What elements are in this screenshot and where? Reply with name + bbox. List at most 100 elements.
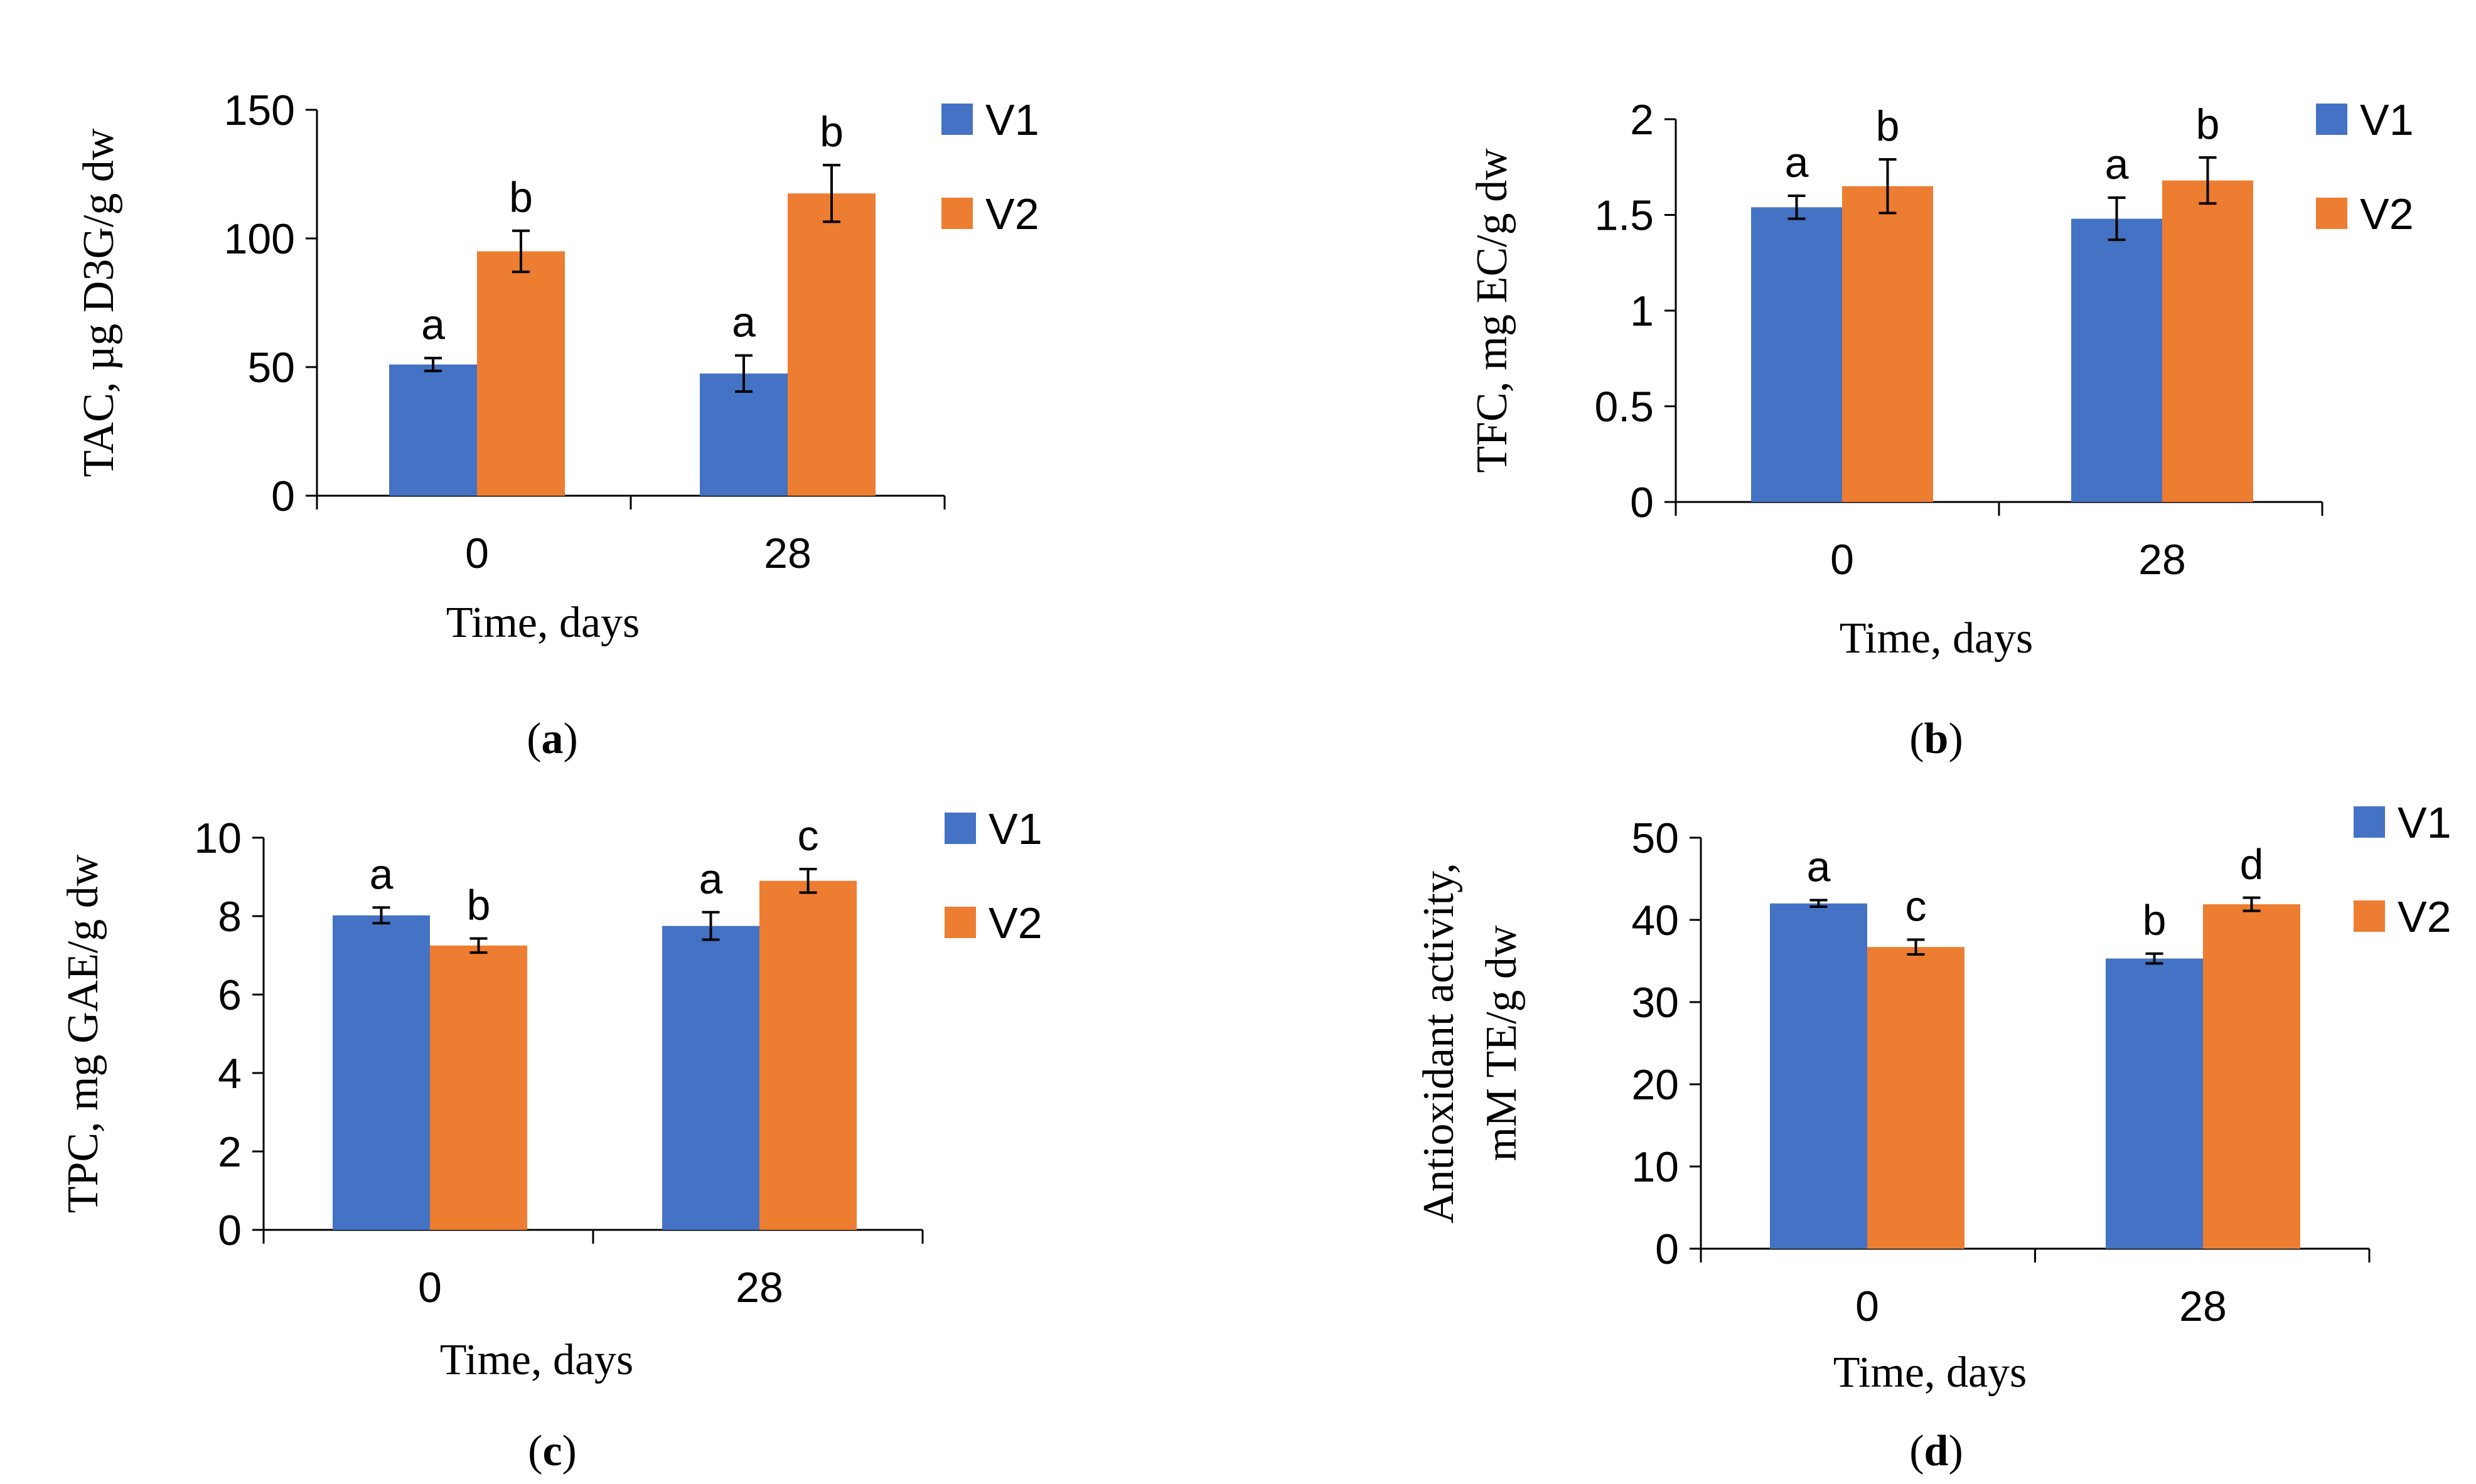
legend-swatch-v1 [2354,806,2385,838]
legend-swatch-v2 [941,198,973,229]
chart-panel-d: 0 10 20 30 40 50 a c 0 b d 28 Time, days Antioxidant … [1415,798,2452,1475]
bar-v2-day-28 [788,193,876,496]
bar-v2-day-0 [430,945,527,1230]
error-bar [469,937,488,954]
error-bar [2145,952,2163,965]
significance-label: c [1905,882,1927,930]
legend-swatch-v2 [2354,900,2385,932]
bar-v1-day-28 [700,373,788,496]
y-axis-title: Antioxidant activity, [1415,863,1463,1224]
x-axis-title: Time, days [1833,1348,2027,1397]
significance-label: b [2143,897,2167,944]
x-tick-label: 28 [2179,1283,2227,1330]
legend-swatch-v1 [945,813,976,844]
y-tick-label: 10 [194,814,242,862]
bar-v2-day-0 [477,251,565,496]
error-bar [2199,156,2217,205]
y-tick-label: 10 [1631,1143,1679,1191]
y-tick-label: 40 [1631,897,1679,944]
chart-panel-c: 0 2 4 6 8 10 a b 0 a c 28 Time, days TPC, mg GAE/g dw… [59,804,1042,1475]
significance-label: b [1876,102,1900,150]
legend-label-v2: V2 [989,899,1042,948]
significance-label: c [798,812,819,860]
y-tick-label: 6 [218,971,242,1019]
y-tick-label: 0 [218,1207,242,1254]
y-tick-label: 30 [1631,979,1679,1027]
y-tick-label: 50 [247,344,295,392]
panel-caption: (c) [528,1427,577,1475]
y-tick-label: 2 [218,1128,242,1176]
y-tick-label: 50 [1631,814,1679,862]
panel-letter: b [1924,715,1949,763]
y-tick-label: 20 [1631,1061,1679,1109]
y-axis-title: TPC, mg GAE/g dw [59,854,107,1213]
bar-v1-day-28 [662,926,759,1230]
y-tick-label: 150 [224,87,295,134]
error-bar [424,356,442,373]
error-bar [1907,938,1925,956]
error-bar [799,868,817,894]
y-axis-title: TFC, mg EC/g dw [1468,148,1516,473]
legend: V1 V2 [945,804,1042,948]
error-bar [1878,158,1897,215]
bar-v1-day-0 [1770,903,1867,1249]
y-tick-label: 100 [224,215,295,263]
y-tick-label: 1.5 [1594,192,1654,240]
chart-panel-a: 0 50 100 150 a b 0 a b 28 Time, days TAC, µg D3G/g … [75,87,1039,763]
panel-caption: (a) [527,715,578,763]
error-bar [823,164,840,223]
significance-label: a [421,301,445,349]
significance-label: b [2196,100,2220,148]
x-axis-title: Time, days [1840,614,2034,663]
significance-label: a [370,850,394,898]
significance-label: a [699,855,723,903]
bar-v2-day-0 [1842,186,1933,502]
significance-label: b [467,882,491,929]
bar-v1-day-0 [1751,207,1842,502]
significance-label: a [732,299,756,346]
bar-v2-day-28 [759,880,857,1230]
panel-letter: a [542,715,564,763]
legend-swatch-v1 [941,104,973,135]
y-axis-title: TAC, µg D3G/g dw [75,128,123,477]
legend-swatch-v1 [2316,104,2347,135]
y-tick-label: 8 [218,893,242,941]
x-tick-label: 0 [1855,1283,1879,1330]
y-tick-label: 0 [271,472,295,520]
y-tick-label: 0 [1655,1225,1679,1273]
panel-letter: c [542,1427,562,1475]
significance-label: a [1785,139,1809,186]
error-bar [1809,899,1828,909]
bar-v2-day-28 [2162,180,2253,503]
legend-label-v1: V1 [989,804,1042,853]
bar-v2-day-28 [2203,904,2300,1249]
y-tick-label: 0 [1630,479,1654,526]
error-bar [2243,896,2261,912]
x-tick-label: 0 [1830,536,1854,584]
panel-caption: (d) [1909,1427,1963,1475]
bar-v2-day-0 [1867,947,1964,1249]
x-tick-label: 28 [764,530,812,577]
legend-label-v1: V1 [2360,95,2414,144]
error-bar [512,229,530,274]
significance-label: a [1807,843,1831,891]
error-bar [702,910,720,941]
significance-label: d [2240,841,2264,889]
legend-swatch-v2 [2316,198,2347,229]
significance-label: b [509,174,533,222]
y-tick-label: 4 [218,1050,242,1097]
x-tick-label: 0 [465,530,489,577]
chart-panel-b: 0 0.5 1 1.5 2 a b 0 a b 28 Time, days TFC, mg EC/g d… [1468,95,2414,763]
significance-label: b [820,108,844,156]
significance-label: a [2105,141,2129,188]
legend-swatch-v2 [945,907,976,938]
error-bar [1787,195,1806,220]
error-bar [372,906,390,925]
x-tick-label: 0 [418,1264,442,1311]
legend: V1 V2 [2316,95,2414,238]
legend-label-v1: V1 [2398,798,2452,847]
error-bar [2108,196,2126,242]
y-tick-label: 0.5 [1594,383,1654,431]
legend: V1 V2 [2354,798,2452,941]
